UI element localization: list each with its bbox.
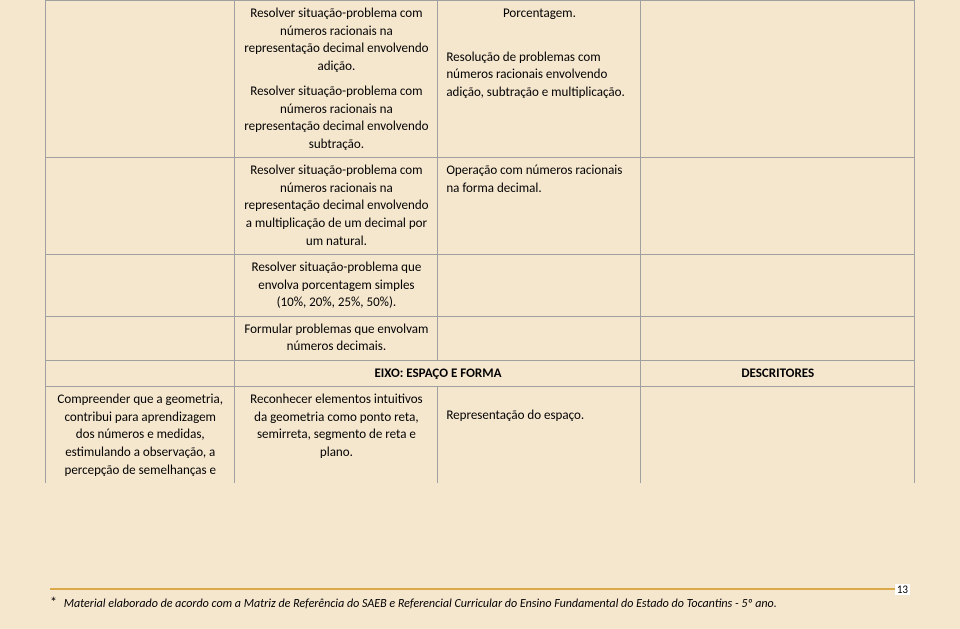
cell-r5-c1: Compreender que a geometria, contribui p… <box>46 387 235 483</box>
cell-r1-c4 <box>641 1 915 158</box>
cell-r4-c4 <box>641 316 915 360</box>
cell-r3-c1 <box>46 255 235 317</box>
cell-r1-c2-p2: Resolver situação-problema com números r… <box>243 83 429 153</box>
cell-r5-c3: Representação do espaço. <box>438 387 641 483</box>
cell-r5-c2: Reconhecer elementos intuitivos da geome… <box>235 387 438 483</box>
cell-eixo-right: DESCRITORES <box>641 360 915 387</box>
cell-r3-c2: Resolver situação-problema que envolva p… <box>235 255 438 317</box>
cell-r1-c2: Resolver situação-problema com números r… <box>235 1 438 158</box>
cell-r1-c2-p1: Resolver situação-problema com números r… <box>243 5 429 75</box>
cell-r3-c3 <box>438 255 641 317</box>
page-footer: * Material elaborado de acordo com a Mat… <box>50 588 910 611</box>
cell-r1-c3: Porcentagem. Resolução de problemas com … <box>438 1 641 158</box>
cell-eixo-c1 <box>46 360 235 387</box>
cell-r1-c3-p2: Resolução de problemas com números racio… <box>446 49 632 102</box>
curriculum-table: Resolver situação-problema com números r… <box>45 0 915 483</box>
footnote-star: * <box>50 594 57 611</box>
cell-r2-c1 <box>46 158 235 255</box>
cell-r4-c3 <box>438 316 641 360</box>
cell-r1-c3-p1: Porcentagem. <box>446 5 632 23</box>
footer-text-wrap: * Material elaborado de acordo com a Mat… <box>50 594 777 611</box>
footer-text: Material elaborado de acordo com a Matri… <box>64 597 777 611</box>
cell-r3-c4 <box>641 255 915 317</box>
cell-r2-c3: Operação com números racionais na forma … <box>438 158 641 255</box>
cell-r1-c1 <box>46 1 235 158</box>
cell-r2-c4 <box>641 158 915 255</box>
page-number: 13 <box>895 584 910 595</box>
cell-eixo-center: EIXO: ESPAÇO E FORMA <box>235 360 641 387</box>
cell-r4-c2: Formular problemas que envolvam números … <box>235 316 438 360</box>
cell-r2-c2: Resolver situação-problema com números r… <box>235 158 438 255</box>
cell-r4-c1 <box>46 316 235 360</box>
cell-r5-c4 <box>641 387 915 483</box>
